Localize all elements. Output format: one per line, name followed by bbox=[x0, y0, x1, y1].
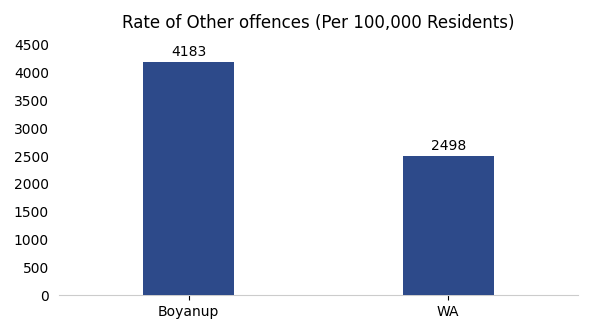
Text: 4183: 4183 bbox=[171, 45, 206, 59]
Bar bbox=[143, 62, 234, 295]
Bar bbox=[403, 156, 494, 295]
Text: 2498: 2498 bbox=[430, 140, 466, 154]
Title: Rate of Other offences (Per 100,000 Residents): Rate of Other offences (Per 100,000 Resi… bbox=[122, 14, 514, 32]
